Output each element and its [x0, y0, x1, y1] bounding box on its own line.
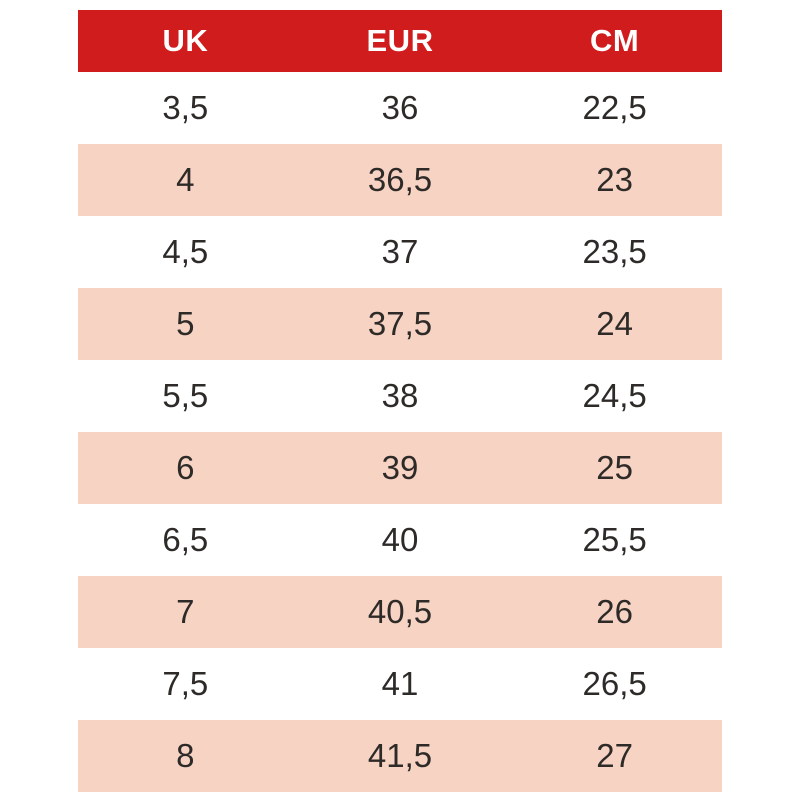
table-cell: 39 — [381, 449, 419, 486]
table-cell: 4,5 — [162, 233, 209, 270]
table-cell: 22,5 — [582, 89, 647, 126]
table-row: 4,5 37 23,5 — [78, 216, 722, 288]
table-cell: 23 — [596, 161, 634, 198]
table-row: 3,5 36 22,5 — [78, 72, 722, 144]
table-cell: 26,5 — [582, 665, 647, 702]
table-row: 7,5 41 26,5 — [78, 648, 722, 720]
table-cell: 37,5 — [367, 305, 433, 342]
size-chart: UK EUR CM 3,5 36 22,5 4 36,5 23 4,5 37 2… — [78, 10, 722, 792]
table-cell: 7 — [176, 593, 195, 630]
header-row: UK EUR CM — [78, 10, 722, 72]
table-cell: 26 — [596, 593, 634, 630]
table-cell: 23,5 — [582, 233, 647, 270]
table-cell: 5,5 — [162, 377, 209, 414]
table-cell: 4 — [176, 161, 195, 198]
table-header: UK EUR CM — [78, 10, 722, 72]
table-cell: 41 — [381, 665, 419, 702]
table-cell: 36,5 — [367, 161, 433, 198]
table-cell: 38 — [381, 377, 419, 414]
table-row: 6 39 25 — [78, 432, 722, 504]
table-cell: 27 — [596, 737, 634, 774]
column-header-eur: EUR — [292, 10, 508, 72]
table-cell: 25,5 — [582, 521, 647, 558]
table-cell: 37 — [381, 233, 419, 270]
shoe-size-table: UK EUR CM 3,5 36 22,5 4 36,5 23 4,5 37 2… — [78, 10, 722, 792]
table-row: 6,5 40 25,5 — [78, 504, 722, 576]
table-row: 8 41,5 27 — [78, 720, 722, 792]
table-cell: 40,5 — [367, 593, 433, 630]
table-cell: 41,5 — [367, 737, 433, 774]
table-cell: 36 — [381, 89, 419, 126]
table-cell: 7,5 — [162, 665, 209, 702]
table-cell: 24 — [596, 305, 634, 342]
table-row: 5 37,5 24 — [78, 288, 722, 360]
column-header-uk: UK — [78, 10, 293, 72]
table-row: 4 36,5 23 — [78, 144, 722, 216]
table-cell: 6 — [176, 449, 195, 486]
table-cell: 6,5 — [162, 521, 209, 558]
table-body: 3,5 36 22,5 4 36,5 23 4,5 37 23,5 5 37,5… — [78, 72, 722, 792]
table-row: 5,5 38 24,5 — [78, 360, 722, 432]
table-cell: 5 — [176, 305, 195, 342]
table-row: 7 40,5 26 — [78, 576, 722, 648]
column-header-cm: CM — [507, 10, 722, 72]
table-cell: 40 — [381, 521, 419, 558]
table-cell: 8 — [176, 737, 195, 774]
table-cell: 24,5 — [582, 377, 647, 414]
table-cell: 25 — [596, 449, 634, 486]
table-cell: 3,5 — [162, 89, 209, 126]
